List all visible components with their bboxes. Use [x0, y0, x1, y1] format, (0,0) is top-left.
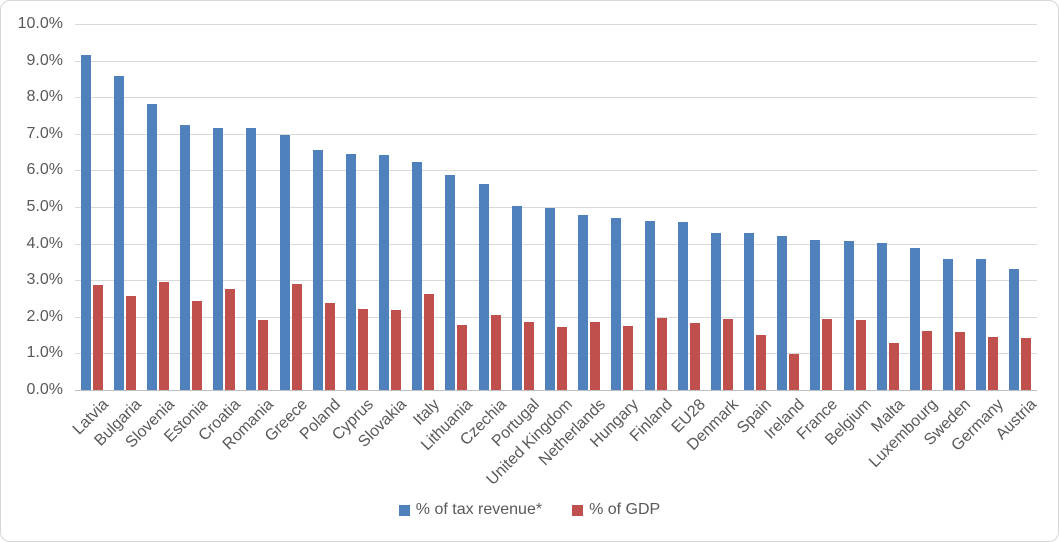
- legend-label-gdp: % of GDP: [589, 501, 661, 518]
- bar-of-gdp-croatia: [225, 289, 235, 390]
- bar-of-gdp-belgium: [856, 320, 866, 390]
- bar-of-gdp-cyprus: [358, 309, 368, 390]
- bar-of-tax-revenue-bulgaria: [114, 76, 124, 390]
- bar-of-tax-revenue-france: [810, 240, 820, 390]
- gridline: [75, 316, 1037, 318]
- bar-of-gdp-malta: [889, 343, 899, 390]
- bar-of-gdp-greece: [292, 284, 302, 390]
- bar-of-gdp-netherlands: [590, 322, 600, 390]
- gridline: [75, 24, 1037, 25]
- gridline: [75, 243, 1037, 245]
- bar-of-tax-revenue-finland: [645, 221, 655, 390]
- bar-of-tax-revenue-lithuania: [445, 175, 455, 390]
- gridline: [75, 280, 1037, 282]
- bar-of-gdp-lithuania: [457, 325, 467, 390]
- bar-of-tax-revenue-italy: [412, 162, 422, 390]
- y-tick-label: 1.0%: [26, 344, 63, 362]
- bar-of-tax-revenue-poland: [313, 150, 323, 390]
- bar-of-gdp-sweden: [955, 332, 965, 390]
- bar-of-tax-revenue-czechia: [479, 184, 489, 390]
- legend-item-tax-revenue: % of tax revenue*: [398, 501, 543, 519]
- bar-of-gdp-portugal: [524, 322, 534, 390]
- y-tick-label: 7.0%: [26, 124, 63, 142]
- legend-swatch-tax-revenue-icon: [398, 504, 410, 516]
- bar-of-gdp-france: [822, 319, 832, 390]
- bar-of-gdp-ireland: [789, 354, 799, 390]
- bar-of-gdp-hungary: [623, 326, 633, 390]
- bar-of-tax-revenue-malta: [877, 243, 887, 390]
- bar-of-gdp-slovakia: [391, 310, 401, 390]
- y-tick-label: 2.0%: [26, 307, 63, 325]
- bar-of-gdp-czechia: [491, 315, 501, 390]
- gridline: [75, 207, 1037, 208]
- bar-of-tax-revenue-luxembourg: [910, 248, 920, 390]
- bar-of-tax-revenue-united-kingdom: [545, 208, 555, 390]
- bar-of-tax-revenue-latvia: [81, 55, 91, 390]
- bar-of-gdp-luxembourg: [922, 331, 932, 390]
- y-tick-label: 5.0%: [26, 198, 63, 215]
- gridline: [75, 60, 1037, 62]
- legend-swatch-gdp-icon: [572, 504, 584, 516]
- legend-label-tax-revenue: % of tax revenue*: [415, 501, 543, 518]
- x-axis-line: [75, 390, 1037, 391]
- bar-of-gdp-romania: [258, 320, 268, 390]
- bar-of-gdp-latvia: [93, 285, 103, 390]
- y-tick-label: 4.0%: [26, 234, 63, 252]
- y-tick-label: 10.0%: [17, 15, 63, 32]
- bar-of-gdp-germany: [988, 337, 998, 390]
- gridline: [75, 97, 1037, 99]
- legend: % of tax revenue* % of GDP: [1, 498, 1058, 522]
- bar-of-tax-revenue-denmark: [711, 233, 721, 390]
- bar-of-tax-revenue-portugal: [512, 206, 522, 390]
- y-tick-label: 0.0%: [26, 381, 63, 398]
- bar-of-gdp-poland: [325, 303, 335, 390]
- gridline: [75, 133, 1037, 135]
- bar-of-tax-revenue-sweden: [943, 259, 953, 390]
- bar-of-tax-revenue-romania: [246, 128, 256, 390]
- bar-of-gdp-eu28: [690, 323, 700, 390]
- bar-of-gdp-austria: [1021, 338, 1031, 390]
- bar-of-tax-revenue-slovakia: [379, 155, 389, 390]
- bar-of-tax-revenue-eu28: [678, 222, 688, 390]
- bar-of-tax-revenue-estonia: [180, 125, 190, 390]
- gridline: [75, 170, 1037, 172]
- bar-of-tax-revenue-austria: [1009, 269, 1019, 390]
- bar-of-gdp-bulgaria: [126, 296, 136, 390]
- bar-of-gdp-italy: [424, 294, 434, 390]
- bar-of-tax-revenue-croatia: [213, 128, 223, 390]
- bar-of-gdp-spain: [756, 335, 766, 390]
- bar-of-tax-revenue-germany: [976, 259, 986, 390]
- y-tick-label: 8.0%: [26, 88, 63, 106]
- bar-of-tax-revenue-hungary: [611, 218, 621, 390]
- bar-of-tax-revenue-slovenia: [147, 104, 157, 390]
- bar-of-gdp-united-kingdom: [557, 327, 567, 390]
- legend-item-gdp: % of GDP: [572, 501, 660, 519]
- bar-of-tax-revenue-cyprus: [346, 154, 356, 390]
- gridline: [75, 353, 1037, 355]
- bar-of-tax-revenue-greece: [280, 135, 290, 390]
- bar-of-tax-revenue-belgium: [844, 241, 854, 390]
- bar-of-gdp-finland: [657, 318, 667, 390]
- bar-of-tax-revenue-ireland: [777, 236, 787, 390]
- y-tick-label: 6.0%: [26, 161, 63, 179]
- bar-of-gdp-slovenia: [159, 282, 169, 390]
- bar-of-tax-revenue-netherlands: [578, 215, 588, 390]
- bar-of-gdp-estonia: [192, 301, 202, 390]
- bar-of-gdp-denmark: [723, 319, 733, 390]
- bar-of-tax-revenue-spain: [744, 233, 754, 390]
- y-tick-label: 3.0%: [26, 271, 63, 289]
- y-tick-label: 9.0%: [26, 51, 63, 69]
